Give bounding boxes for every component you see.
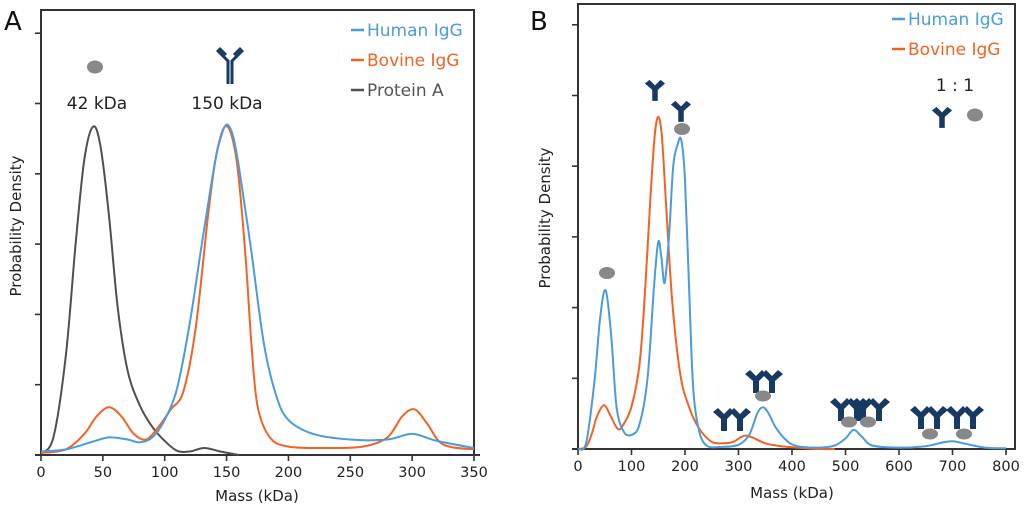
annotation-42kda: 42 kDa <box>67 94 127 114</box>
panel-b-y-axis-title: Probability Density <box>536 147 554 288</box>
panel-b-x-tick-label: 200 <box>671 459 699 475</box>
antibody-dimer-icon <box>745 370 783 393</box>
legend-label-human-igg: Human IgG <box>908 10 1004 30</box>
protein-a-icon <box>956 428 972 440</box>
panel-a-x-tick-label: 300 <box>398 465 426 481</box>
legend-label-bovine-igg: Bovine IgG <box>908 40 1000 60</box>
panel-a-series-protein-a <box>40 125 240 456</box>
panel-a-series-bovine-igg <box>40 125 475 454</box>
panel-a-x-axis-title: Mass (kDa) <box>215 487 299 505</box>
protein-a-icon <box>860 416 876 428</box>
panel-b-x-tick-label: 400 <box>778 459 806 475</box>
panel-a-x-tick-label: 50 <box>94 465 112 481</box>
panel-a-plot-frame <box>40 9 475 456</box>
panel-a-x-tick-label: 350 <box>460 465 488 481</box>
protein-a-icon <box>922 428 938 440</box>
antibody-dimer-icon <box>946 406 984 429</box>
panel-a-x-ticks: 0 50 100 150 200 250 300 350 <box>35 454 488 481</box>
panel-b-x-tick-label: 800 <box>992 459 1020 475</box>
panel-a: A 0 50 100 150 200 250 300 350 Mass (kDa) Proba… <box>4 7 488 505</box>
ratio-label: 1 : 1 <box>936 76 974 96</box>
antibody-dimer-icon <box>910 406 948 429</box>
panel-a-x-tick-label: 0 <box>36 465 45 481</box>
protein-a-icon <box>674 123 690 135</box>
panel-a-x-tick-label: 150 <box>213 465 241 481</box>
panel-a-curves <box>40 123 475 456</box>
protein-a-icon <box>755 390 771 402</box>
legend-label-human-igg: Human IgG <box>367 21 463 41</box>
antibody-icon <box>644 79 666 101</box>
panel-b-plot-frame <box>577 3 1016 450</box>
panel-b-x-tick-label: 500 <box>832 459 860 475</box>
panel-b-legend: Human IgG Bovine IgG <box>892 10 1004 60</box>
antibody-icon <box>215 46 245 84</box>
panel-b-curves <box>577 115 1007 451</box>
annotation-150kda: 150 kDa <box>191 94 262 114</box>
panel-b-letter: B <box>530 7 548 37</box>
antibody-dimer-icon <box>713 408 751 431</box>
panel-b-x-ticks: 0 100 200 300 400 500 600 700 800 <box>572 448 1020 475</box>
panel-b-x-tick-label: 600 <box>885 459 913 475</box>
panel-a-x-tick-label: 100 <box>151 465 179 481</box>
protein-a-icon <box>87 60 103 74</box>
panel-a-x-tick-label: 200 <box>275 465 303 481</box>
protein-a-icon <box>841 416 857 428</box>
panel-b-x-tick-label: 300 <box>725 459 753 475</box>
protein-a-icon <box>967 108 983 122</box>
panel-b-x-tick-label: 0 <box>573 459 582 475</box>
panel-b: B 0 100 200 300 400 500 600 700 800 Mass (kDa) P… <box>530 3 1020 502</box>
legend-label-bovine-igg: Bovine IgG <box>367 51 459 71</box>
panel-a-series-human-igg <box>40 123 475 453</box>
legend-label-protein-a: Protein A <box>367 81 444 101</box>
panel-a-y-axis-title: Probability Density <box>7 155 25 296</box>
antibody-icon <box>931 106 953 128</box>
panel-a-legend: Human IgG Bovine IgG Protein A <box>351 21 463 101</box>
protein-a-icon <box>599 267 615 279</box>
panel-b-x-axis-title: Mass (kDa) <box>750 484 834 502</box>
panel-a-y-ticks <box>35 32 41 456</box>
panel-a-letter: A <box>4 7 22 37</box>
panel-a-x-tick-label: 250 <box>336 465 364 481</box>
panel-b-series-human-igg <box>577 136 1007 451</box>
antibody-icon <box>670 100 692 122</box>
panel-b-x-tick-label: 100 <box>618 459 646 475</box>
panel-b-x-tick-label: 700 <box>939 459 967 475</box>
